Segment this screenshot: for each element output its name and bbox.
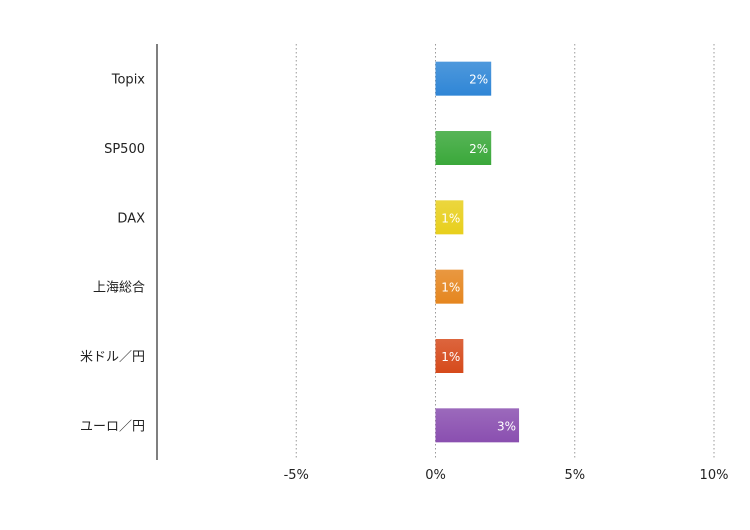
x-tick-label: 5% xyxy=(564,468,585,483)
x-tick-label: 10% xyxy=(700,468,729,483)
category-label: SP500 xyxy=(104,142,145,157)
data-label: 1% xyxy=(441,350,460,364)
category-label: 米ドル／円 xyxy=(80,350,145,365)
bar xyxy=(435,131,492,165)
data-label: 1% xyxy=(441,281,460,295)
x-tick-label: -5% xyxy=(284,468,309,483)
bar xyxy=(435,408,520,443)
data-label: 2% xyxy=(469,73,488,87)
category-label: 上海総合 xyxy=(93,281,145,296)
data-label: 3% xyxy=(497,419,516,433)
data-label: 1% xyxy=(441,211,460,225)
category-label: DAX xyxy=(117,211,145,226)
bar xyxy=(435,200,464,235)
bar xyxy=(435,339,464,373)
category-label: Topix xyxy=(111,73,146,88)
category-label: ユーロ／円 xyxy=(80,419,145,434)
bar xyxy=(435,269,464,304)
bar xyxy=(435,61,492,96)
x-tick-label: 0% xyxy=(425,468,446,483)
data-label: 2% xyxy=(469,142,488,156)
